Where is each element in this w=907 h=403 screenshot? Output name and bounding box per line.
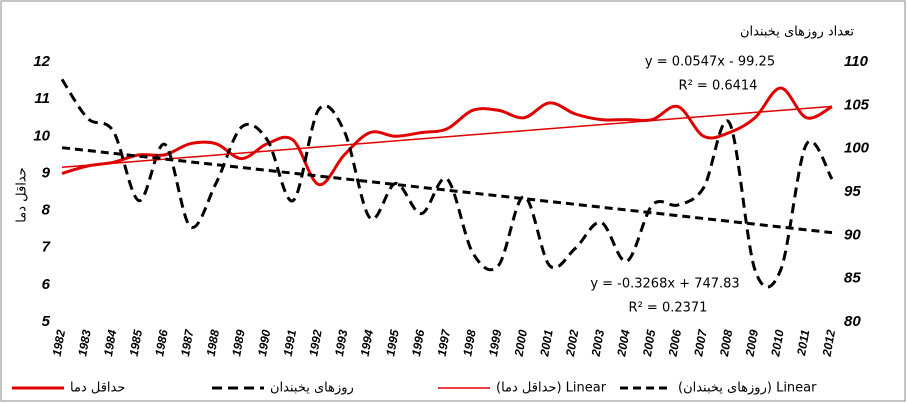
x-tick-label: 1982 — [50, 328, 68, 357]
x-tick-label: 1994 — [358, 328, 376, 357]
x-tick-label: 2009 — [742, 328, 761, 358]
x-tick-label: 1997 — [435, 327, 454, 357]
y-tick-label: 6 — [42, 276, 51, 293]
y-tick-label: 8 — [42, 202, 51, 219]
y-tick-label: 5 — [42, 313, 51, 330]
x-tick-label: 1996 — [409, 328, 427, 357]
y-tick-label: 9 — [42, 164, 51, 181]
x-tick-label: 2003 — [588, 328, 607, 358]
x-tick-label: 1999 — [486, 328, 504, 357]
x-tick-label: 1995 — [383, 328, 401, 357]
x-tick-label: 2011 — [794, 328, 812, 357]
x-tick-label: 2005 — [640, 328, 659, 358]
x-tick-label: 1993 — [332, 328, 350, 357]
y2-tick-label: 90 — [844, 226, 861, 243]
y2-tick-label: 80 — [844, 313, 861, 330]
legend-label: حداقل دما — [70, 381, 125, 396]
x-tick-label: 1983 — [75, 328, 93, 357]
y2-axis-title: تعداد روزهای یخبندان — [740, 25, 854, 40]
x-tick-label: 2006 — [665, 328, 684, 358]
trend-equation: y = -0.3268x + 747.83 — [590, 277, 739, 292]
x-tick-label: 2001 — [537, 328, 556, 358]
x-tick-label: 1984 — [101, 328, 119, 357]
x-tick-label: 2004 — [614, 328, 633, 358]
x-tick-label: 1985 — [127, 328, 145, 357]
y2-tick-label: 105 — [844, 96, 870, 113]
legend-label: روزهای یخبندان — [270, 381, 354, 396]
trend-r2: R² = 0.2371 — [629, 301, 708, 316]
x-tick-label: 1991 — [281, 328, 299, 357]
legend-label: Linear (حداقل دما) — [496, 381, 607, 396]
x-tick-label: 2000 — [511, 328, 530, 358]
y2-tick-label: 95 — [844, 183, 861, 200]
y-tick-label: 7 — [42, 239, 51, 256]
x-tick-label: 1989 — [229, 328, 247, 357]
series-line — [61, 86, 833, 187]
y2-tick-label: 85 — [844, 270, 861, 287]
x-tick-label: 2002 — [563, 328, 582, 358]
trend-r2: R² = 0.6414 — [679, 79, 758, 94]
x-tick-label: 1988 — [204, 328, 222, 357]
y-axis-title: حداقل دما — [15, 167, 30, 222]
x-tick-label: 2007 — [691, 327, 710, 358]
y-tick-label: 11 — [34, 90, 50, 107]
trend-line — [61, 105, 833, 169]
y-tick-label: 12 — [33, 53, 50, 70]
x-tick-label: 1992 — [306, 328, 324, 357]
y-tick-label: 10 — [33, 127, 50, 144]
x-tick-label: 2010 — [768, 328, 787, 358]
legend-label: Linear (روزهای یخبندان) — [678, 381, 817, 396]
x-tick-label: 1998 — [460, 328, 478, 357]
y2-tick-label: 110 — [844, 53, 869, 70]
x-tick-label: 2008 — [717, 328, 736, 358]
x-tick-label: 2012 — [819, 328, 838, 358]
x-tick-label: 1987 — [178, 327, 197, 357]
trend-equation: y = 0.0547x - 99.25 — [645, 55, 775, 70]
y2-tick-label: 100 — [844, 140, 870, 157]
x-tick-label: 1986 — [152, 328, 170, 357]
x-tick-label: 1990 — [255, 328, 273, 357]
